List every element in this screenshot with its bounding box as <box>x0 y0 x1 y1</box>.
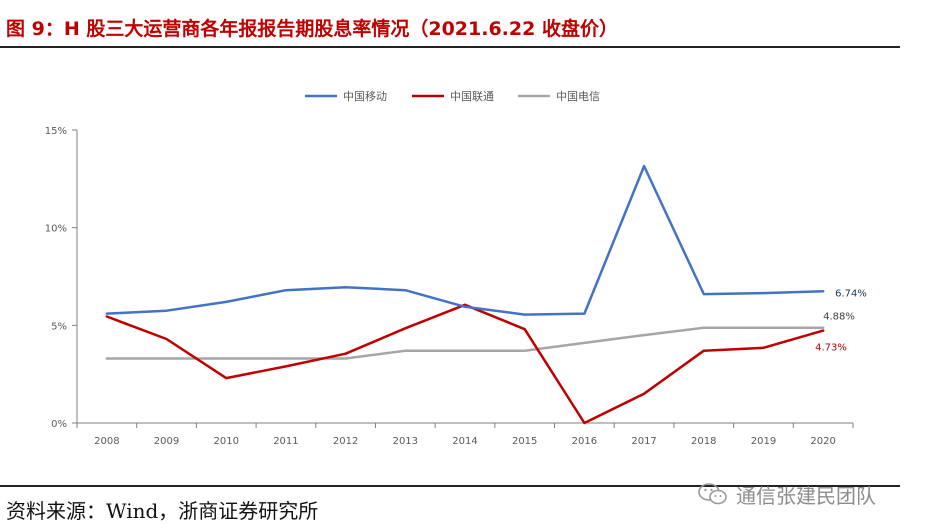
x-tick-label: 2013 <box>393 436 418 447</box>
line-chart: 0% 5% 10% 15% 2008 2009 2010 2011 2012 2013 2014 20… <box>45 90 867 447</box>
source-note: 资料来源：Wind，浙商证券研究所 <box>6 499 319 523</box>
x-tick-label: 2010 <box>214 436 239 447</box>
x-tick-label: 2012 <box>333 436 358 447</box>
legend-label: 中国移动 <box>343 90 387 103</box>
y-tick-label: 0% <box>51 419 67 430</box>
series-line-2 <box>105 303 825 425</box>
x-tick-label: 2008 <box>94 436 119 447</box>
legend-label: 中国联通 <box>450 90 494 103</box>
title-divider <box>0 46 900 48</box>
wechat-icon <box>698 483 727 505</box>
x-tick-label: 2020 <box>810 436 835 447</box>
figure-title: 图 9：H 股三大运营商各年报报告期股息率情况（2021.6.22 收盘价） <box>6 18 618 40</box>
legend-label: 中国电信 <box>556 90 600 103</box>
series-line-1 <box>105 164 825 316</box>
x-tick-label: 2009 <box>154 436 179 447</box>
y-tick-label: 15% <box>45 126 67 137</box>
data-label: 6.74% <box>835 288 867 299</box>
data-label: 4.88% <box>823 312 855 323</box>
x-tick-label: 2011 <box>273 436 298 447</box>
x-tick-label: 2016 <box>572 436 597 447</box>
watermark-text: 通信张建民团队 <box>736 483 876 508</box>
x-tick-label: 2014 <box>452 436 477 447</box>
x-tick-label: 2015 <box>512 436 537 447</box>
source-divider <box>0 485 900 487</box>
series-line-3 <box>105 326 825 360</box>
x-tick-label: 2018 <box>691 436 716 447</box>
data-label: 4.73% <box>815 343 847 354</box>
x-tick-label: 2019 <box>751 436 776 447</box>
watermark: 通信张建民团队 <box>698 482 876 508</box>
y-tick-label: 10% <box>45 224 67 235</box>
y-tick-label: 5% <box>51 321 67 332</box>
x-tick-label: 2017 <box>631 436 656 447</box>
